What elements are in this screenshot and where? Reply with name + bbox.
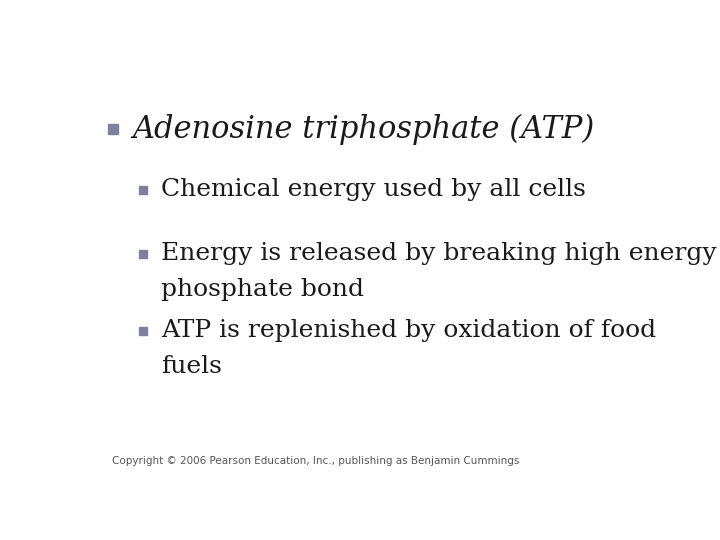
Text: Chemical energy used by all cells: Chemical energy used by all cells: [161, 178, 586, 201]
Text: Copyright © 2006 Pearson Education, Inc., publishing as Benjamin Cummings: Copyright © 2006 Pearson Education, Inc.…: [112, 456, 520, 466]
Text: phosphate bond: phosphate bond: [161, 278, 364, 301]
Text: fuels: fuels: [161, 355, 222, 378]
Text: ATP is replenished by oxidation of food: ATP is replenished by oxidation of food: [161, 320, 657, 342]
Text: Adenosine triphosphate (ATP): Adenosine triphosphate (ATP): [132, 113, 594, 145]
Text: Energy is released by breaking high energy: Energy is released by breaking high ener…: [161, 242, 717, 266]
